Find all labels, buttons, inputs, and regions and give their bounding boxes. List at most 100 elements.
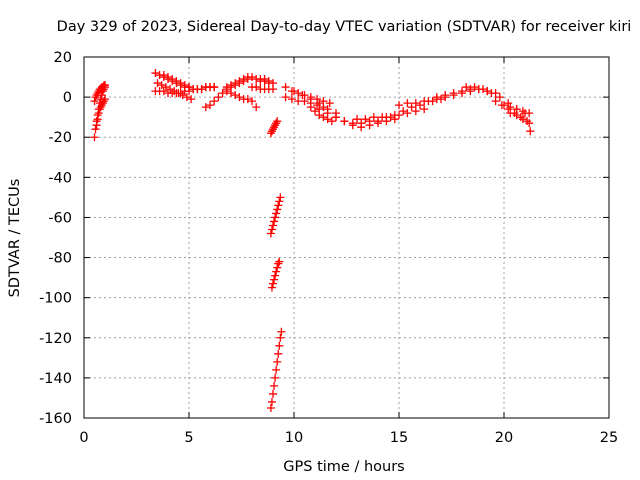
- data-point: [218, 89, 227, 98]
- data-point: [271, 271, 280, 280]
- data-point: [269, 221, 277, 230]
- data-point: [428, 97, 437, 106]
- data-point: [281, 83, 290, 92]
- data-point: [164, 73, 172, 82]
- data-point: [248, 97, 256, 106]
- data-point: [407, 103, 416, 112]
- data-point: [319, 113, 328, 122]
- data-point: [266, 229, 275, 238]
- data-point: [437, 95, 445, 104]
- series-s6: [153, 79, 196, 104]
- data-point: [275, 341, 284, 350]
- x-tick-label: 0: [79, 430, 88, 446]
- data-point: [306, 103, 315, 112]
- series-s3: [92, 95, 109, 130]
- data-point: [222, 87, 231, 96]
- x-tick-label: 10: [285, 430, 303, 446]
- data-point: [92, 91, 101, 100]
- y-tick-label: -120: [39, 331, 72, 347]
- data-point: [153, 79, 162, 88]
- x-tick-label: 5: [184, 430, 193, 446]
- data-point: [269, 279, 277, 288]
- x-tick-label: 15: [390, 430, 408, 446]
- data-point: [449, 91, 458, 100]
- data-point: [518, 107, 527, 116]
- series-s13: [252, 103, 261, 112]
- data-point: [178, 91, 187, 100]
- data-point: [269, 125, 277, 134]
- data-point: [243, 95, 252, 104]
- series-s26: [395, 95, 445, 110]
- data-point: [266, 403, 275, 412]
- data-point: [272, 365, 281, 374]
- points-layer: [90, 69, 535, 412]
- data-point: [369, 113, 378, 122]
- data-point: [273, 117, 282, 126]
- data-point: [325, 99, 334, 108]
- data-point: [276, 193, 285, 202]
- data-point: [227, 81, 235, 90]
- data-point: [159, 71, 168, 80]
- y-tick-label: -160: [39, 411, 72, 427]
- data-point: [277, 327, 286, 336]
- data-point: [97, 101, 106, 110]
- data-point: [315, 105, 324, 114]
- data-point: [267, 225, 276, 234]
- series-s2: [90, 81, 109, 106]
- data-point: [210, 97, 219, 106]
- data-point: [274, 259, 283, 268]
- data-point: [273, 357, 282, 366]
- data-point: [170, 87, 179, 96]
- y-tick-label: -40: [48, 170, 72, 186]
- data-point: [231, 79, 240, 88]
- data-point: [210, 83, 219, 92]
- data-point: [274, 349, 283, 358]
- data-point: [327, 117, 336, 126]
- data-point: [441, 91, 450, 100]
- data-point: [267, 397, 276, 406]
- data-point: [525, 119, 534, 128]
- series-s17: [266, 327, 286, 412]
- data-point: [151, 69, 160, 78]
- data-point: [159, 87, 168, 96]
- data-point: [462, 83, 471, 92]
- data-point: [287, 95, 296, 104]
- data-point: [101, 95, 109, 104]
- series-s28: [449, 85, 492, 100]
- data-point: [518, 115, 527, 124]
- data-point: [399, 107, 408, 116]
- y-tick-label: 20: [54, 50, 72, 66]
- data-point: [432, 93, 441, 102]
- data-point: [235, 93, 244, 102]
- data-point: [271, 213, 280, 222]
- chart-title: Day 329 of 2023, Sidereal Day-to-day VTE…: [57, 19, 632, 35]
- data-point: [187, 95, 196, 104]
- data-point: [267, 127, 276, 136]
- data-point: [290, 87, 298, 96]
- y-tick-label: -80: [48, 251, 72, 267]
- data-point: [270, 381, 279, 390]
- data-point: [525, 109, 534, 118]
- data-point: [512, 111, 521, 120]
- data-point: [176, 79, 185, 88]
- data-point: [270, 217, 279, 226]
- data-point: [168, 75, 177, 84]
- data-point: [420, 105, 429, 114]
- x-tick-label: 20: [495, 430, 513, 446]
- data-point: [227, 89, 235, 98]
- data-point: [281, 93, 290, 102]
- data-point: [101, 81, 109, 90]
- data-point: [185, 83, 193, 92]
- y-tick-label: -20: [48, 130, 72, 146]
- series-s10: [222, 87, 256, 106]
- y-axis-label: SDTVAR / TECUs: [7, 179, 23, 298]
- data-point: [348, 121, 357, 130]
- data-point: [96, 103, 105, 112]
- data-point: [172, 77, 181, 86]
- data-point: [99, 97, 108, 106]
- data-point: [311, 107, 319, 116]
- data-point: [395, 101, 403, 110]
- data-point: [483, 87, 492, 96]
